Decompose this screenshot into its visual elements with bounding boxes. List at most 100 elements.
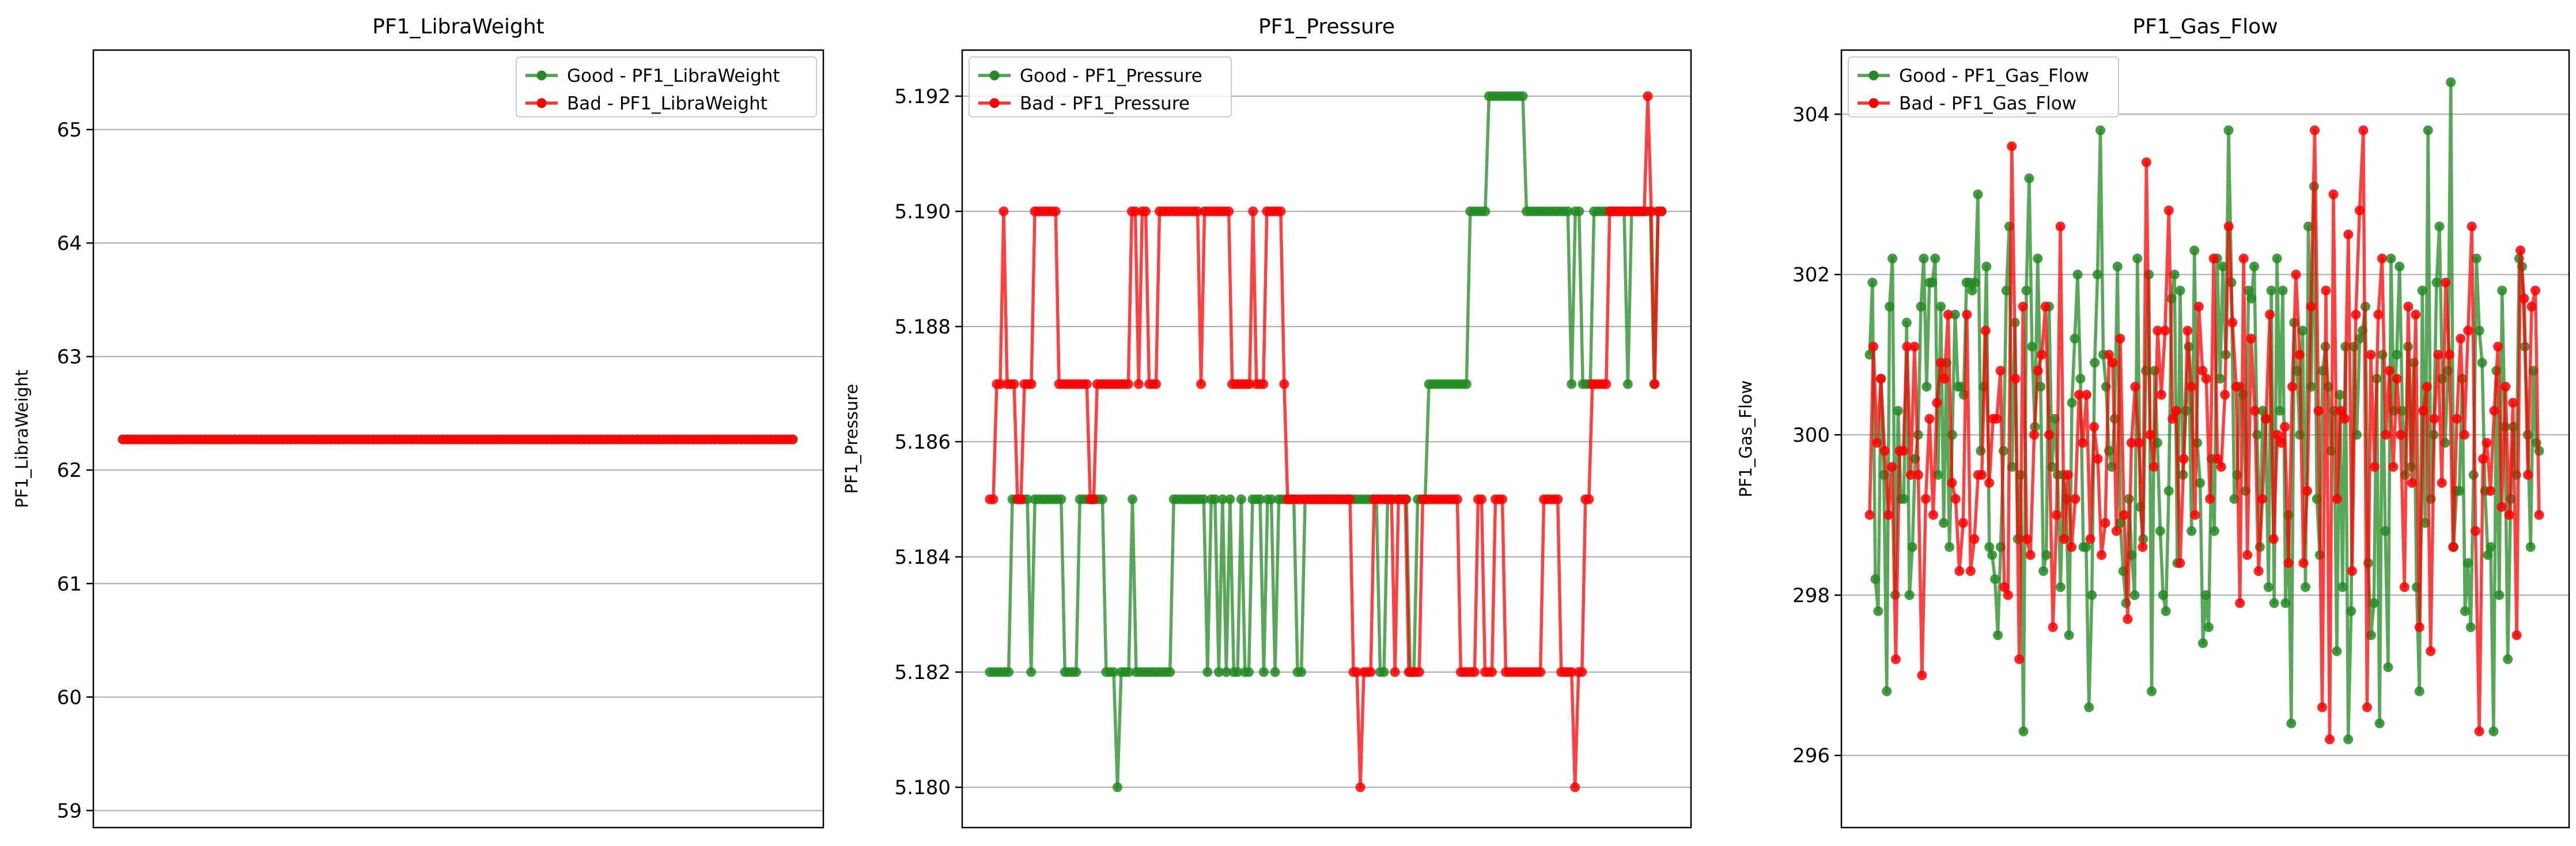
data-point	[1009, 379, 1019, 389]
data-point	[2041, 550, 2052, 560]
data-point	[2399, 582, 2409, 592]
data-point	[1016, 494, 1026, 504]
data-point	[1379, 667, 1389, 677]
data-point	[1993, 630, 2003, 640]
data-point	[2223, 125, 2234, 135]
legend-entry-label: Good - PF1_LibraWeight	[567, 66, 780, 86]
data-point	[2295, 350, 2305, 360]
data-point	[2392, 350, 2402, 360]
data-point	[2129, 590, 2140, 600]
data-point	[2119, 510, 2129, 520]
data-point	[1969, 534, 1980, 544]
data-point	[998, 206, 1009, 217]
data-point	[2025, 550, 2036, 560]
data-point	[2021, 286, 2032, 295]
data-point	[2373, 309, 2384, 320]
data-point	[1270, 667, 1280, 677]
data-point	[2070, 333, 2080, 344]
legend-swatch-marker	[536, 70, 547, 81]
data-point	[2374, 718, 2385, 729]
y-axis-label: PF1_Gas_Flow	[1736, 380, 1756, 497]
data-point	[2501, 382, 2511, 392]
data-point	[2003, 590, 2013, 600]
data-point	[2111, 526, 2121, 536]
data-point	[1469, 667, 1480, 677]
data-point	[1225, 494, 1235, 504]
data-point	[2317, 702, 2327, 712]
data-point	[2474, 726, 2484, 737]
data-point	[1193, 206, 1203, 217]
data-point	[2454, 486, 2464, 496]
data-point	[2220, 390, 2230, 400]
data-point	[1917, 670, 1927, 681]
data-point	[1567, 667, 1577, 677]
data-point	[2171, 405, 2181, 416]
data-point	[2434, 221, 2445, 232]
data-point	[2072, 270, 2083, 280]
y-tick-label: 65	[57, 119, 82, 142]
data-point	[1266, 494, 1276, 504]
data-point	[1109, 667, 1119, 677]
data-point	[1487, 667, 1497, 677]
data-point	[1124, 667, 1134, 677]
data-point	[2343, 229, 2354, 240]
series-bad	[1864, 125, 2544, 745]
data-point	[2291, 270, 2301, 280]
data-point	[2377, 253, 2387, 264]
data-point	[2087, 590, 2097, 600]
data-point	[2029, 430, 2040, 440]
data-point	[1386, 494, 1397, 504]
y-axis-label: PF1_LibraWeight	[12, 370, 32, 508]
data-point	[2278, 286, 2288, 295]
data-point	[2095, 125, 2105, 135]
data-point	[1890, 654, 1901, 665]
data-point	[1913, 470, 1923, 480]
data-point	[1984, 478, 1995, 488]
data-point	[2147, 686, 2157, 696]
data-point	[2504, 510, 2514, 520]
data-point	[1898, 446, 1908, 456]
data-point	[1553, 494, 1563, 504]
data-point	[2471, 526, 2481, 536]
legend-entry-label: Bad - PF1_Pressure	[1020, 93, 1190, 114]
data-point	[2231, 382, 2241, 392]
data-point	[2477, 358, 2487, 368]
data-point	[2494, 590, 2505, 600]
axes-frame	[1840, 49, 2570, 829]
data-point	[1887, 253, 1898, 264]
data-point	[2272, 430, 2283, 440]
data-point	[1927, 278, 1938, 288]
data-point	[1088, 494, 1099, 504]
legend: Good - PF1_Gas_Flow Bad - PF1_Gas_Flow	[1848, 56, 2119, 117]
data-point	[1584, 494, 1594, 504]
data-point	[1232, 667, 1243, 677]
data-point	[1928, 510, 1938, 520]
data-point	[2182, 325, 2193, 336]
legend-entry-label: Good - PF1_Gas_Flow	[1899, 66, 2089, 86]
chart-title: PF1_Pressure	[1258, 15, 1395, 39]
data-point	[2018, 726, 2029, 737]
series-bad	[985, 91, 1667, 792]
data-point	[1577, 667, 1587, 677]
legend-box	[516, 56, 817, 117]
data-point	[2215, 374, 2225, 384]
y-tick-label: 5.190	[895, 200, 951, 223]
data-point	[2381, 430, 2391, 440]
data-point	[1902, 342, 1912, 352]
data-point	[2497, 286, 2507, 295]
data-point	[2407, 478, 2417, 488]
data-point	[1945, 542, 1954, 552]
data-point	[2272, 253, 2282, 264]
data-point	[1202, 667, 1213, 677]
data-point	[1133, 379, 1144, 389]
data-point	[2343, 734, 2354, 745]
data-point	[788, 434, 798, 445]
data-point	[1081, 379, 1092, 389]
data-point	[2448, 542, 2458, 552]
data-point	[1639, 206, 1650, 217]
data-point	[2325, 734, 2335, 745]
data-point	[2525, 542, 2536, 552]
data-point	[2064, 630, 2074, 640]
legend: Good - PF1_LibraWeight Bad - PF1_LibraWei…	[516, 56, 817, 117]
data-point	[2160, 325, 2170, 336]
